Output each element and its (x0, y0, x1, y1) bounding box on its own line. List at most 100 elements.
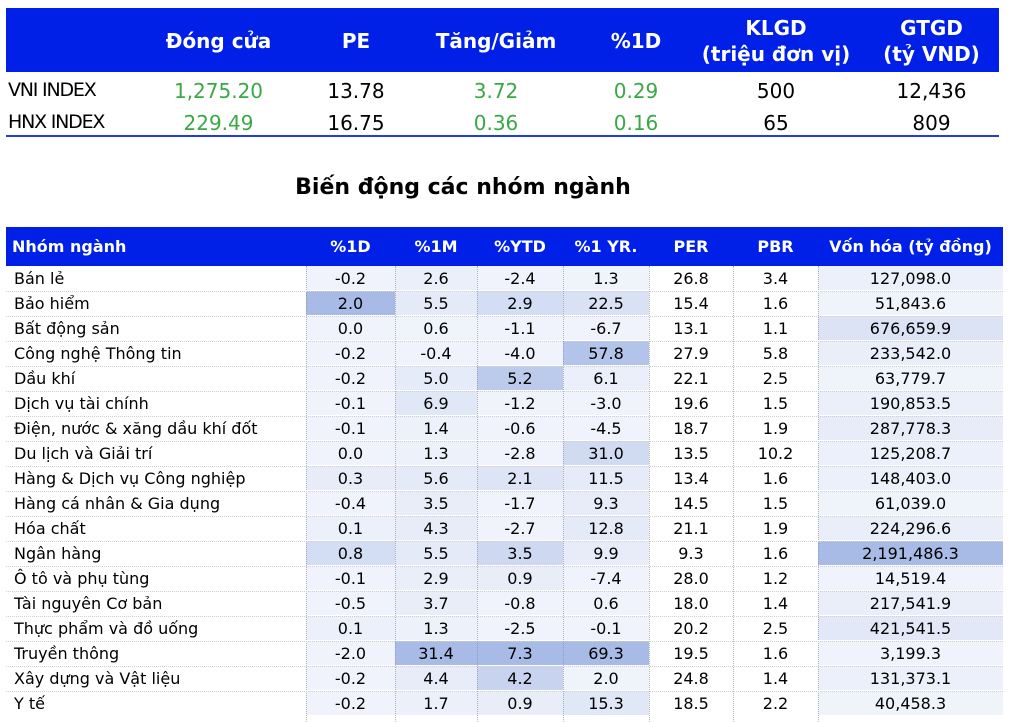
sector-name: Ngân hàng (14, 544, 102, 563)
cell-pbr: 1.2 (762, 569, 789, 588)
sector-name: Bất động sản (14, 319, 120, 338)
cell-m1: 3.7 (395, 591, 477, 615)
cell-yr1: -6.7 (563, 316, 649, 340)
cell-yr1: -4.5 (563, 416, 649, 440)
row-separator (6, 641, 1003, 642)
index-row-vni: VNI INDEX 1,275.20 13.78 3.72 0.29 500 1… (6, 75, 999, 106)
column-separator (733, 266, 735, 722)
cell-cap: 125,208.7 (818, 441, 1003, 465)
column-separator (306, 266, 308, 722)
cell-ytd: 7.3 (477, 641, 563, 665)
cell-m1: 5.0 (395, 366, 477, 390)
table-row: Công nghệ Thông tin -0.2 -0.4 -4.0 57.8 27.9 5… (6, 341, 1003, 366)
row-separator (6, 666, 1003, 667)
cell-per: 24.8 (673, 669, 709, 688)
cell-cap: 51,843.6 (818, 291, 1003, 315)
cell-ytd: 0.9 (477, 566, 563, 590)
cell-cap: 131,373.1 (818, 666, 1003, 690)
table-row: Bán lẻ -0.2 2.6 -2.4 1.3 26.8 3.4 127,098.0 (6, 266, 1003, 291)
cell-ytd: 4.2 (477, 666, 563, 690)
cell-pbr: 1.4 (762, 594, 789, 613)
header-yr1: %1 YR. (574, 237, 638, 256)
cell-d1: 0.3 (306, 466, 395, 490)
cell-yr1: 11.5 (563, 466, 649, 490)
cell-cap: 3,199.3 (818, 641, 1003, 665)
row-separator (6, 391, 1003, 392)
index-close: 229.49 (183, 111, 254, 135)
sector-name: Ô tô và phụ tùng (14, 569, 150, 588)
cell-ytd: -1.1 (477, 316, 563, 340)
cell-per: 19.5 (673, 644, 709, 663)
sector-name: Y tế (14, 694, 45, 713)
cell-cap: 61,039.0 (818, 491, 1003, 515)
cell-per: 9.3 (678, 544, 704, 563)
cell-cap: 2,191,486.3 (818, 541, 1003, 565)
cell-per: 27.9 (673, 344, 709, 363)
cell-m1: 1.3 (395, 616, 477, 640)
cell-yr1: -0.1 (563, 616, 649, 640)
index-change: 3.72 (473, 79, 519, 103)
row-separator (6, 566, 1003, 567)
cell-ytd: -0.6 (477, 416, 563, 440)
row-separator (6, 541, 1003, 542)
cell-pbr: 5.8 (762, 344, 789, 363)
table-row: Truyền thông -2.0 31.4 7.3 69.3 19.5 1.6 3,199.… (6, 641, 1003, 666)
cell-per: 18.7 (673, 419, 709, 438)
cell-pbr: 1.6 (762, 544, 789, 563)
cell-pbr: 10.2 (757, 444, 794, 463)
header-pe: PE (341, 29, 371, 53)
section-title: Biến động các nhóm ngành (295, 175, 631, 200)
sector-name: Truyền thông (14, 644, 120, 663)
cell-yr1: 57.8 (563, 341, 649, 365)
cell-ytd: 3.5 (477, 541, 563, 565)
cell-m1: 1.4 (395, 416, 477, 440)
table-row: Bảo hiểm 2.0 5.5 2.9 22.5 15.4 1.6 51,843.6 (6, 291, 1003, 316)
cell-m1: -0.4 (395, 341, 477, 365)
row-separator (6, 516, 1003, 517)
table-row: Hóa chất 0.1 4.3 -2.7 12.8 21.1 1.9 224,296.6 (6, 516, 1003, 541)
cell-yr1: -3.0 (563, 391, 649, 415)
cell-cap: 190,853.5 (818, 391, 1003, 415)
column-separator (477, 266, 479, 722)
table-row: Hàng & Dịch vụ Công nghiệp 0.3 5.6 2.1 11.5 1… (6, 466, 1003, 491)
cell-per: 13.5 (673, 444, 709, 463)
cell-ytd: -1.2 (477, 391, 563, 415)
cell-cap: 224,296.6 (818, 516, 1003, 540)
cell-per: 22.1 (673, 369, 709, 388)
cell-yr1: 1.3 (563, 266, 649, 290)
header-per: PER (673, 237, 709, 256)
sector-name: Công nghệ Thông tin (14, 344, 182, 363)
index-klgd: 65 (763, 111, 789, 135)
cell-yr1: 2.0 (563, 666, 649, 690)
cell-ytd: 0.9 (477, 691, 563, 715)
cell-pbr: 3.4 (762, 269, 789, 288)
cell-d1: -0.2 (306, 341, 395, 365)
cell-per: 18.0 (673, 594, 709, 613)
cell-yr1: -7.4 (563, 566, 649, 590)
cell-cap: 676,659.9 (818, 316, 1003, 340)
cell-m1: 6.9 (395, 391, 477, 415)
cell-cap: 217,541.9 (818, 591, 1003, 615)
cell-cap: 421,541.5 (818, 616, 1003, 640)
table-row: Dầu khí -0.2 5.0 5.2 6.1 22.1 2.5 63,779.7 (6, 366, 1003, 391)
header-pbr: PBR (757, 237, 794, 256)
cell-m1: 2.6 (395, 266, 477, 290)
cell-m1: 4.3 (395, 516, 477, 540)
column-separator (395, 266, 397, 722)
sector-name: Dầu khí (14, 369, 76, 388)
cell-d1: -0.2 (306, 266, 395, 290)
index-table-rule (6, 135, 999, 137)
row-separator (6, 291, 1003, 292)
index-change: 0.36 (473, 111, 519, 135)
cell-yr1: 69.3 (563, 641, 649, 665)
cell-pbr: 1.4 (762, 669, 789, 688)
cell-ytd: -0.8 (477, 591, 563, 615)
cell-pbr: 2.5 (762, 619, 789, 638)
cell-pbr: 2.2 (762, 694, 789, 713)
cell-per: 26.8 (673, 269, 709, 288)
cell-m1: 5.5 (395, 291, 477, 315)
cell-pbr: 1.6 (762, 294, 789, 313)
table-row: Điện, nước & xăng dầu khí đốt -0.1 1.4 -0.6… (6, 416, 1003, 441)
table-row: Hàng cá nhân & Gia dụng -0.4 3.5 -1.7 9.3 14.… (6, 491, 1003, 516)
cell-d1: 2.0 (306, 291, 395, 315)
